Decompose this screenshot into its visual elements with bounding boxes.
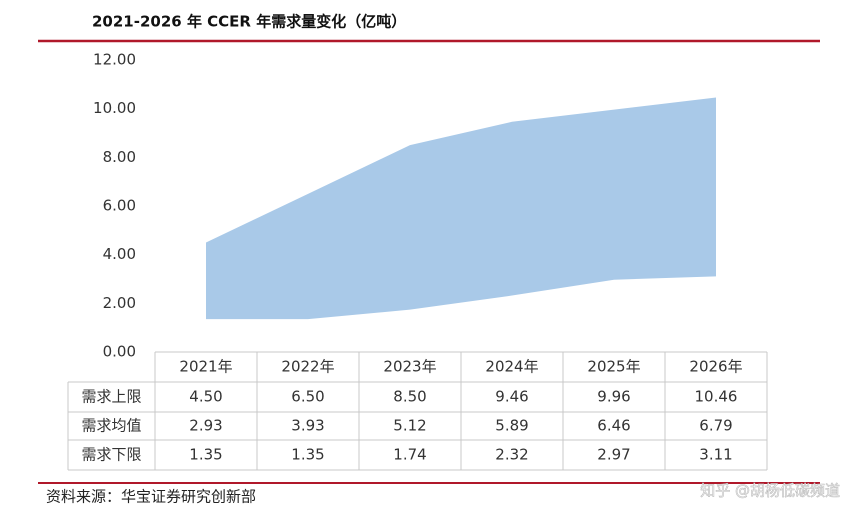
y-tick-label: 10.00 [93,99,136,117]
table-value: 6.79 [699,417,732,435]
x-tick-label: 2022年 [281,358,334,376]
legend-label: 需求下限 [81,446,141,464]
x-tick-label: 2025年 [587,358,640,376]
y-tick-label: 8.00 [103,148,136,166]
table-value: 9.46 [495,388,528,406]
legend-label: 需求均值 [81,417,141,435]
table-value: 4.50 [189,388,222,406]
y-tick-label: 2.00 [103,294,136,312]
table-value: 6.50 [291,388,324,406]
table-value: 1.35 [189,446,222,464]
demand-band [206,97,716,320]
y-tick-label: 0.00 [103,343,136,361]
table-value: 2.32 [495,446,528,464]
source: 资料来源：华宝证券研究创新部 [46,488,256,506]
table-value: 3.11 [699,446,732,464]
y-tick-label: 6.00 [103,197,136,215]
table-value: 2.93 [189,417,222,435]
table-value: 3.93 [291,417,324,435]
y-tick-label: 4.00 [103,245,136,263]
table-value: 10.46 [695,388,738,406]
table-value: 9.96 [597,388,630,406]
legend-label: 需求上限 [81,388,141,406]
table-value: 1.35 [291,446,324,464]
table-value: 8.50 [393,388,426,406]
table-value: 5.89 [495,417,528,435]
x-tick-label: 2023年 [383,358,436,376]
x-tick-label: 2026年 [689,358,742,376]
table-value: 1.74 [393,446,426,464]
y-tick-label: 12.00 [93,51,136,69]
x-tick-label: 2024年 [485,358,538,376]
table-value: 5.12 [393,417,426,435]
table-value: 2.97 [597,446,630,464]
chart-title: 2021-2026 年 CCER 年需求量变化（亿吨） [92,13,406,31]
watermark: 知乎 @胡杨低碳频道 [700,482,840,500]
table-value: 6.46 [597,417,630,435]
x-tick-label: 2021年 [179,358,232,376]
